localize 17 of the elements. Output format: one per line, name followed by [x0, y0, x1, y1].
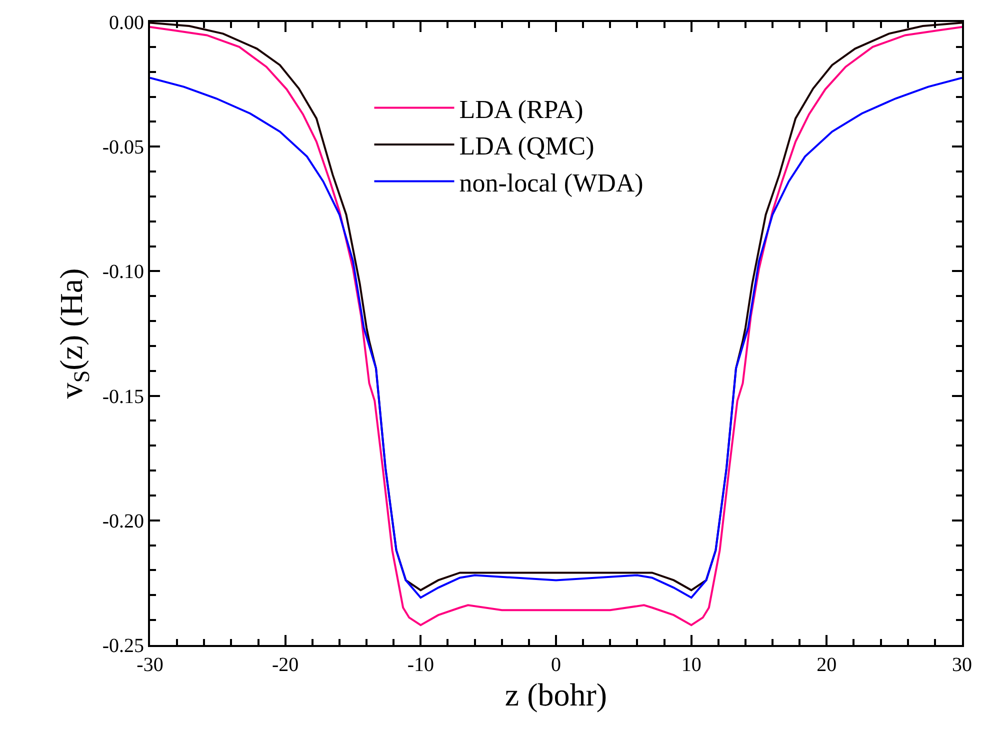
x-tick-label: -10: [407, 654, 434, 676]
y-tick-label: -0.15: [102, 386, 144, 408]
y-tick-label: 0.00: [109, 12, 144, 34]
y-tick-label: -0.20: [102, 510, 144, 532]
x-tick-label: -30: [136, 654, 164, 676]
legend-label: LDA (RPA): [459, 94, 584, 124]
y-tick-label: -0.25: [102, 635, 144, 657]
x-tick-label: 10: [681, 654, 702, 676]
x-tick-label: 20: [816, 654, 837, 676]
x-tick-label: 0: [551, 654, 561, 676]
legend-label: LDA (QMC): [459, 132, 594, 161]
y-tick-label: -0.05: [102, 136, 144, 159]
legend-label: non-local (WDA): [459, 168, 644, 198]
x-axis-title: z (bohr): [504, 676, 608, 712]
x-tick-label: -20: [272, 654, 299, 676]
x-tick-label: 30: [952, 654, 972, 676]
y-tick-label: -0.10: [102, 261, 144, 284]
